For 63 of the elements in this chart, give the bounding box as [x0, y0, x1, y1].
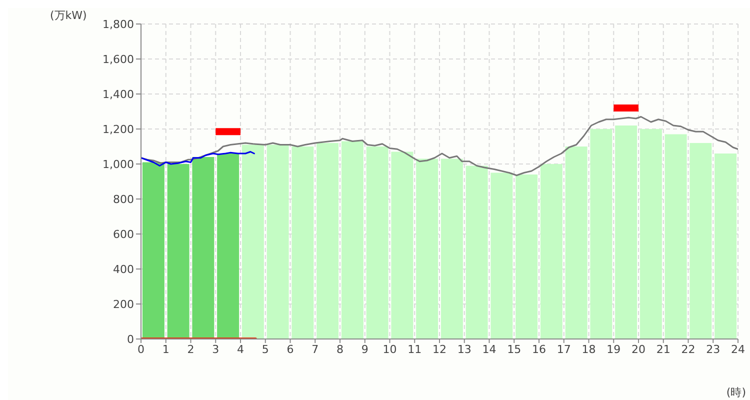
bar [615, 126, 638, 339]
bar [590, 129, 612, 339]
y-tick-label: 1,400 [102, 88, 134, 101]
bar [664, 134, 687, 339]
bar [316, 143, 339, 339]
bar [217, 154, 240, 339]
y-axis-title: (万kW) [50, 8, 87, 23]
y-tick-label: 200 [113, 298, 134, 311]
line-series [141, 151, 255, 166]
line-series [141, 116, 738, 176]
x-tick-label: 22 [681, 342, 696, 356]
x-tick-label: 7 [312, 342, 319, 356]
x-tick-label: 8 [336, 342, 344, 356]
y-tick-label: 800 [113, 192, 134, 206]
x-tick-label: 17 [556, 342, 571, 356]
x-tick-label: 14 [482, 342, 496, 356]
bar [490, 172, 513, 339]
x-tick-label: 1 [162, 342, 170, 356]
x-tick-label: 15 [507, 342, 522, 356]
x-tick-label: 11 [408, 342, 422, 356]
y-tick-label: 1,600 [102, 52, 134, 66]
bar [540, 164, 562, 339]
bar [440, 158, 463, 339]
bar [640, 129, 662, 339]
x-tick-label: 12 [432, 342, 446, 356]
x-tick-label: 23 [706, 342, 720, 356]
y-tick-label: 1,800 [102, 18, 134, 31]
x-tick-label: 10 [382, 342, 397, 356]
x-tick-label: 0 [138, 342, 144, 356]
y-tick-label: 0 [127, 332, 134, 346]
x-tick-label: 21 [656, 342, 670, 356]
x-tick-label: 20 [632, 342, 646, 356]
y-tick-label: 400 [113, 262, 134, 276]
bar [690, 143, 712, 339]
bar [714, 154, 737, 339]
bar [242, 144, 264, 339]
x-tick-label: 2 [187, 342, 194, 356]
bar [192, 157, 214, 339]
x-tick-label: 3 [212, 342, 220, 356]
x-axis-title: (時) [726, 385, 746, 400]
y-tick-label: 1,000 [102, 158, 134, 171]
bar [142, 162, 164, 339]
x-tick-label: 5 [262, 342, 269, 356]
bar [466, 166, 488, 339]
x-tick-label: 9 [361, 342, 368, 356]
bar [292, 146, 314, 339]
x-tick-label: 19 [606, 342, 621, 356]
bar [416, 158, 438, 339]
x-tick-label: 16 [532, 342, 546, 356]
bar [366, 146, 388, 339]
bar [565, 146, 588, 339]
y-tick-label: 600 [113, 228, 134, 241]
x-tick-label: 4 [237, 342, 244, 356]
bar [516, 174, 538, 339]
bar [391, 152, 414, 339]
bar [167, 164, 190, 339]
x-tick-label: 13 [457, 342, 472, 356]
y-tick-label: 1,200 [102, 122, 134, 136]
bar [341, 141, 364, 339]
x-tick-label: 6 [286, 342, 294, 356]
x-tick-label: 24 [731, 342, 745, 356]
x-tick-label: 18 [582, 342, 596, 356]
bar [266, 144, 289, 339]
